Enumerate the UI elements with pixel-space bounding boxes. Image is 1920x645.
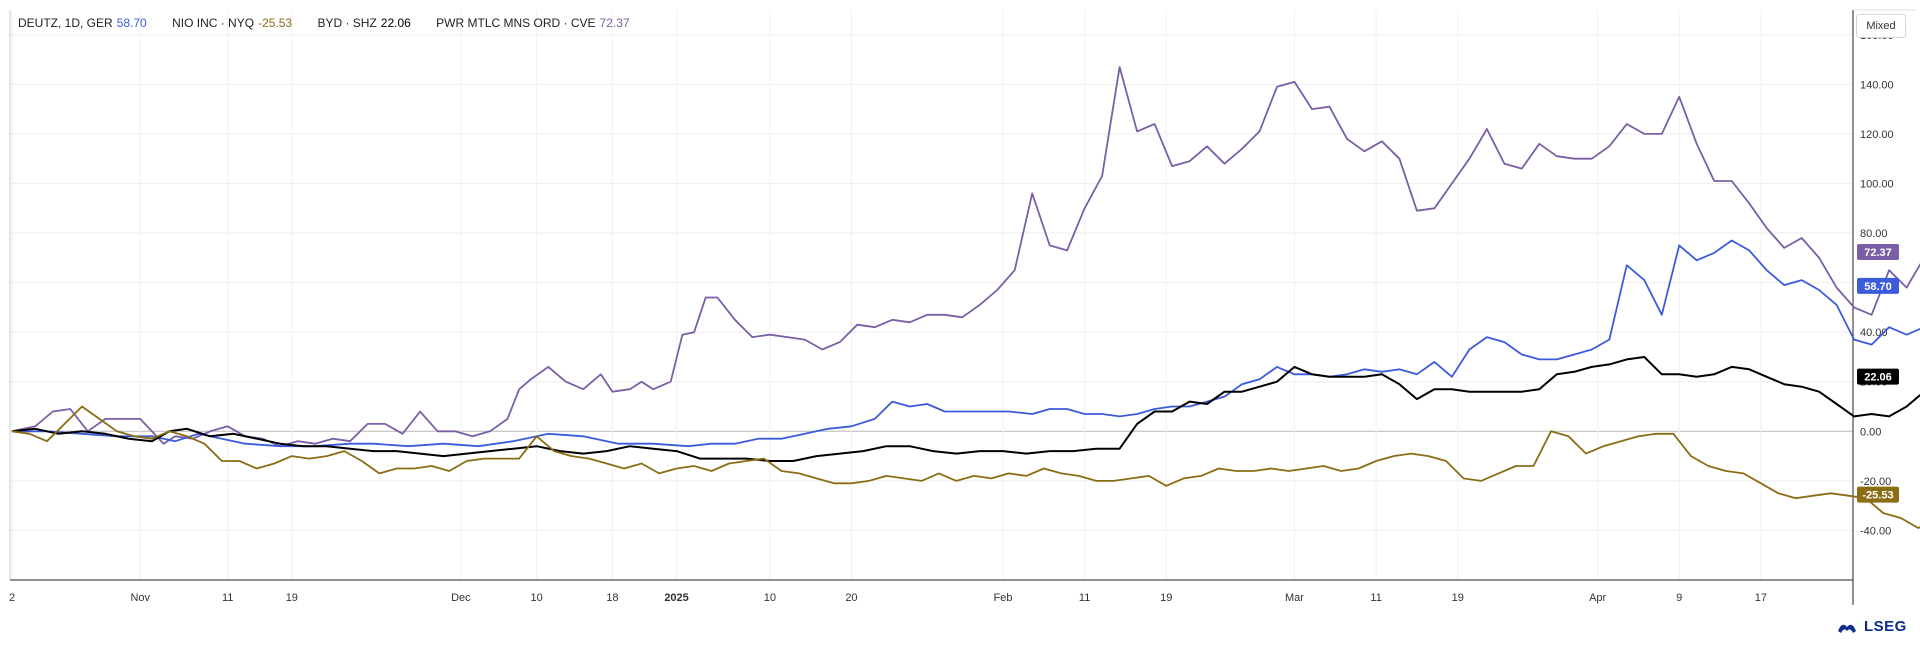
legend-item-byd[interactable]: BYD · SHZ 22.06 [317,16,414,30]
x-tick-label: 19 [286,592,298,604]
last-value-tag-2: 22.06 [1857,368,1899,385]
legend-item-nio[interactable]: NIO INC · NYQ -25.53 [172,16,295,30]
x-tick-label: 2 [9,592,15,604]
y-tick-label: 120.00 [1860,129,1894,141]
lseg-logo: LSEG [1836,618,1907,635]
y-tick-label: 100.00 [1860,178,1894,190]
legend-value: 58.70 [116,16,147,30]
x-tick-label: 19 [1452,592,1464,604]
series-layer [11,66,1920,529]
x-tick-label: 20 [845,592,857,604]
legend-value: -25.53 [258,16,293,30]
x-tick-label: 10 [764,592,776,604]
x-tick-label: Feb [994,592,1013,604]
y-tick-label: 80.00 [1860,228,1888,240]
lseg-logo-icon [1838,624,1856,633]
legend-label: BYD · SHZ [317,16,377,30]
x-tick-label: 2025 [664,592,688,604]
lseg-logo-text: LSEG [1864,618,1907,635]
last-value-tag-bg [1857,368,1899,385]
legend-label: DEUTZ, 1D, GER [18,16,113,30]
last-value-tag-text: 22.06 [1864,372,1892,384]
last-value-tag-bg [1857,243,1899,260]
scale-mode-button[interactable]: Mixed [1856,14,1906,38]
legend-label: NIO INC · NYQ [172,16,255,30]
x-tick-label: 9 [1676,592,1682,604]
series-line-0 [11,66,1920,448]
last-value-tag-text: 58.70 [1864,281,1892,293]
last-value-tag-1: 58.70 [1857,277,1899,294]
legend-item-deutz[interactable]: DEUTZ, 1D, GER 58.70 [18,16,150,30]
series-line-1 [12,239,1920,448]
series-line-3 [11,405,1920,529]
x-tick-label: Dec [451,592,471,604]
x-tick-label: 11 [1370,592,1381,604]
series-line-2 [11,356,1920,462]
last-value-tag-text: 72.37 [1864,247,1892,259]
legend-value: 72.37 [599,16,630,30]
y-tick-label: -40.00 [1860,525,1891,537]
y-tick-label: 140.00 [1860,79,1894,91]
x-tick-label: 11 [1079,592,1090,604]
x-tick-label: 19 [1160,592,1172,604]
legend-item-pwr[interactable]: PWR MTLC MNS ORD · CVE 72.37 [436,16,629,30]
x-tick-label: Apr [1589,592,1606,604]
x-tick-label: Mar [1285,592,1304,604]
last-value-tag-text: -25.53 [1862,490,1893,502]
last-value-tag-0: 72.37 [1857,243,1899,260]
legend: DEUTZ, 1D, GER 58.70 NIO INC · NYQ -25.53 … [18,16,652,30]
x-tick-label: Nov [130,592,150,604]
last-value-tag-3: -25.53 [1857,486,1899,503]
last-value-tag-bg [1857,486,1899,503]
last-value-tag-bg [1857,277,1899,294]
legend-value: 22.06 [380,16,411,30]
x-tick-label: 11 [222,592,233,604]
axis-layer: 160.00140.00120.00100.0080.0060.0040.002… [9,9,1915,605]
legend-label: PWR MTLC MNS ORD · CVE [436,16,596,30]
last-value-labels: 72.37 58.70 22.06 -25.53 [1857,243,1899,503]
y-tick-label: -20.00 [1860,476,1891,488]
y-tick-label: 0.00 [1860,426,1881,438]
x-tick-label: 18 [606,592,618,604]
x-tick-label: 10 [531,592,543,604]
grid-layer [10,10,1853,580]
x-tick-label: 17 [1755,592,1767,604]
